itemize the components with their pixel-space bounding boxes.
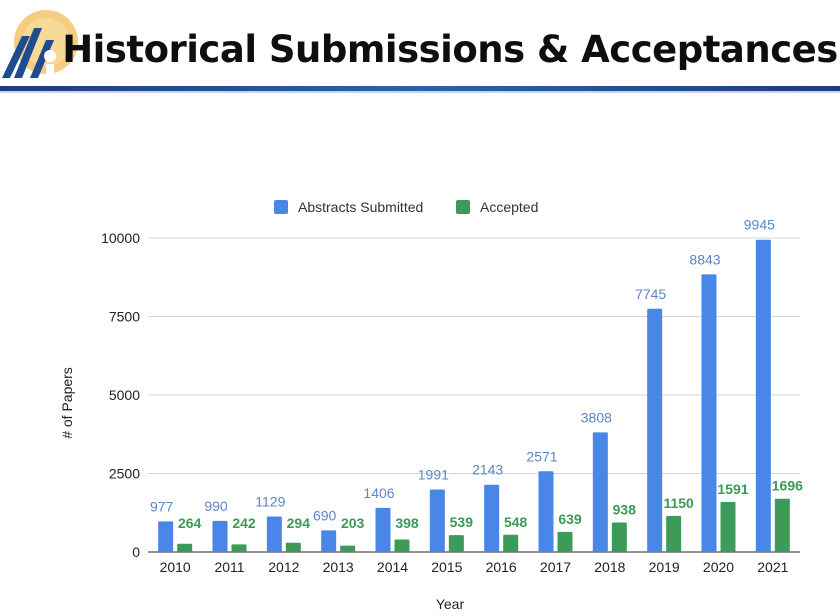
bar-submitted	[321, 530, 337, 552]
page-title: Historical Submissions & Acceptances	[62, 28, 838, 71]
bar-accepted	[720, 502, 736, 552]
bar-submitted	[266, 516, 282, 552]
bar-accepted	[503, 534, 519, 552]
x-axis-label: Year	[436, 596, 465, 612]
x-tick-label: 2014	[377, 559, 408, 575]
value-label-submitted: 7745	[635, 286, 666, 302]
bar-accepted	[611, 522, 627, 552]
bar-submitted	[538, 471, 554, 552]
header-divider-shadow	[0, 91, 840, 93]
value-label-accepted: 294	[287, 515, 311, 531]
bar-accepted	[285, 542, 301, 552]
bar-accepted	[666, 515, 682, 552]
bar-accepted	[177, 543, 193, 552]
bar-accepted	[340, 545, 356, 552]
x-tick-label: 2018	[594, 559, 625, 575]
header-divider	[0, 86, 840, 91]
gridlines	[148, 237, 800, 553]
bar-accepted	[231, 544, 247, 552]
x-tick-label: 2015	[431, 559, 462, 575]
x-axis-ticks: 2010 2011 2012 2013 2014 2015 2016 2017 2018 2019…	[160, 559, 789, 575]
value-label-accepted: 938	[613, 502, 637, 518]
value-label-submitted: 8843	[689, 251, 720, 267]
x-tick-label: 2021	[757, 559, 788, 575]
bar-accepted	[448, 535, 464, 552]
bar-submitted	[484, 484, 500, 552]
y-tick-label: 10000	[101, 230, 140, 246]
legend-label: Accepted	[480, 199, 538, 215]
x-tick-label: 2020	[703, 559, 734, 575]
value-label-submitted: 2571	[526, 448, 557, 464]
bar-submitted	[647, 308, 663, 552]
value-label-accepted: 242	[232, 515, 256, 531]
value-label-accepted: 639	[558, 511, 582, 527]
logo-icon	[2, 10, 78, 78]
y-axis-label: # of Papers	[59, 367, 75, 439]
value-label-submitted: 1129	[255, 494, 285, 510]
bar-submitted	[375, 507, 391, 552]
bar-accepted	[557, 531, 573, 552]
value-label-submitted: 1991	[418, 466, 449, 482]
bars	[158, 239, 790, 553]
value-label-accepted: 1591	[717, 481, 748, 497]
legend-label: Abstracts Submitted	[298, 199, 423, 215]
y-tick-label: 5000	[109, 387, 140, 403]
value-label-submitted: 977	[150, 498, 174, 514]
value-label-accepted: 1696	[772, 478, 803, 494]
value-label-accepted: 203	[341, 515, 365, 531]
y-tick-label: 2500	[109, 466, 140, 482]
value-label-accepted: 398	[395, 515, 419, 531]
x-tick-label: 2016	[486, 559, 517, 575]
bar-submitted	[701, 274, 717, 552]
value-label-accepted: 1150	[663, 495, 694, 511]
y-tick-label: 0	[132, 544, 140, 560]
slide-header: Historical Submissions & Acceptances	[0, 0, 840, 93]
x-tick-label: 2011	[214, 559, 244, 575]
bar-submitted	[158, 521, 174, 552]
y-tick-label: 7500	[109, 309, 140, 325]
bar-submitted	[429, 489, 445, 552]
bar-submitted	[592, 432, 608, 552]
bar-accepted	[774, 498, 790, 552]
legend: Abstracts Submitted Accepted	[274, 199, 538, 215]
value-label-accepted: 539	[450, 514, 474, 530]
x-tick-label: 2010	[160, 559, 191, 575]
x-tick-label: 2013	[323, 559, 354, 575]
legend-swatch	[274, 200, 288, 214]
value-label-submitted: 3808	[581, 409, 612, 425]
value-label-submitted: 1406	[363, 485, 394, 501]
bar-submitted	[755, 239, 771, 553]
value-label-submitted: 9945	[744, 217, 775, 233]
bar-accepted	[394, 539, 410, 552]
value-label-accepted: 548	[504, 514, 528, 530]
value-label-accepted: 264	[178, 515, 202, 531]
bar-submitted	[212, 520, 228, 552]
value-label-submitted: 2143	[472, 462, 503, 478]
x-tick-label: 2012	[268, 559, 299, 575]
value-label-submitted: 690	[313, 507, 337, 523]
legend-swatch	[456, 200, 470, 214]
y-axis-ticks: 0 2500 5000 7500 10000	[101, 230, 140, 560]
x-tick-label: 2017	[540, 559, 571, 575]
value-label-submitted: 990	[204, 498, 228, 514]
x-tick-label: 2019	[649, 559, 680, 575]
